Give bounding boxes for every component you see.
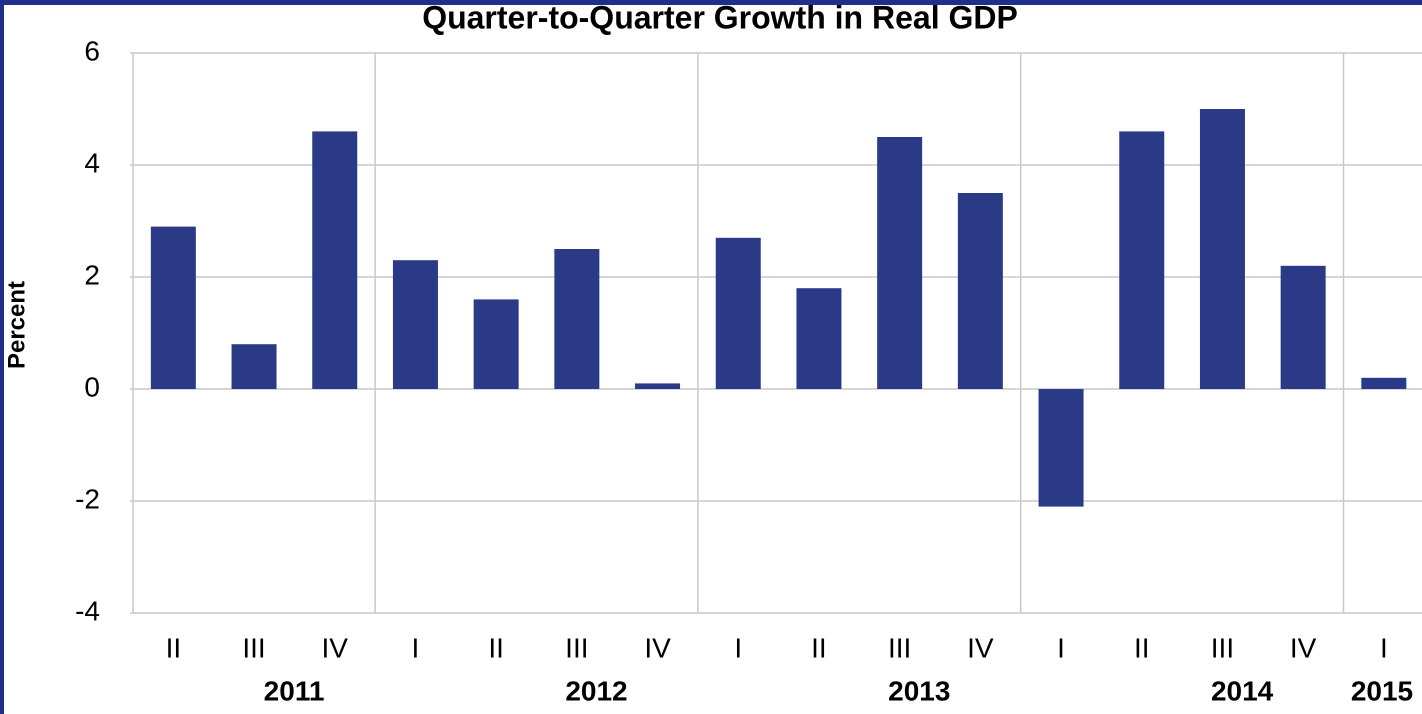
y-axis-label: Percent bbox=[3, 281, 30, 369]
year-label: 2013 bbox=[888, 675, 950, 706]
y-tick-label: -4 bbox=[75, 595, 100, 626]
bar bbox=[635, 383, 681, 389]
bar bbox=[312, 131, 358, 389]
bar bbox=[957, 193, 1003, 389]
x-tick-label: I bbox=[1380, 632, 1388, 663]
year-label: 2015 bbox=[1351, 675, 1413, 706]
bar bbox=[1119, 131, 1165, 389]
y-tick-label: 2 bbox=[84, 259, 100, 290]
year-label: 2011 bbox=[264, 675, 325, 706]
y-tick-label: 6 bbox=[84, 35, 100, 66]
x-tick-label: IV bbox=[967, 632, 994, 663]
x-tick-label: II bbox=[1134, 632, 1150, 663]
y-tick-label: -2 bbox=[75, 483, 100, 514]
x-tick-label: III bbox=[565, 632, 588, 663]
y-tick-label: 4 bbox=[84, 147, 100, 178]
bar bbox=[1280, 265, 1326, 389]
y-tick-label: 0 bbox=[84, 371, 100, 402]
x-tick-label: III bbox=[888, 632, 911, 663]
x-tick-label: IV bbox=[1290, 632, 1317, 663]
bar bbox=[877, 137, 923, 389]
x-tick-label: IV bbox=[644, 632, 671, 663]
x-tick-label: II bbox=[811, 632, 827, 663]
year-label: 2012 bbox=[565, 675, 627, 706]
year-label: 2014 bbox=[1211, 675, 1274, 706]
x-tick-label: III bbox=[242, 632, 265, 663]
x-tick-label: I bbox=[734, 632, 742, 663]
x-tick-label: II bbox=[166, 632, 182, 663]
bar bbox=[1361, 377, 1407, 389]
bar bbox=[796, 288, 842, 389]
bar bbox=[150, 226, 196, 389]
bar bbox=[1038, 389, 1084, 507]
bar bbox=[392, 260, 438, 389]
chart-title: Quarter-to-Quarter Growth in Real GDP bbox=[422, 0, 1018, 35]
x-tick-label: II bbox=[488, 632, 504, 663]
bar bbox=[715, 237, 761, 389]
bar bbox=[231, 344, 277, 389]
x-tick-label: I bbox=[412, 632, 420, 663]
bar bbox=[554, 249, 600, 389]
x-tick-label: III bbox=[1211, 632, 1234, 663]
x-tick-label: IV bbox=[322, 632, 349, 663]
bar bbox=[473, 299, 519, 389]
bar bbox=[1199, 109, 1245, 389]
x-tick-label: I bbox=[1057, 632, 1065, 663]
